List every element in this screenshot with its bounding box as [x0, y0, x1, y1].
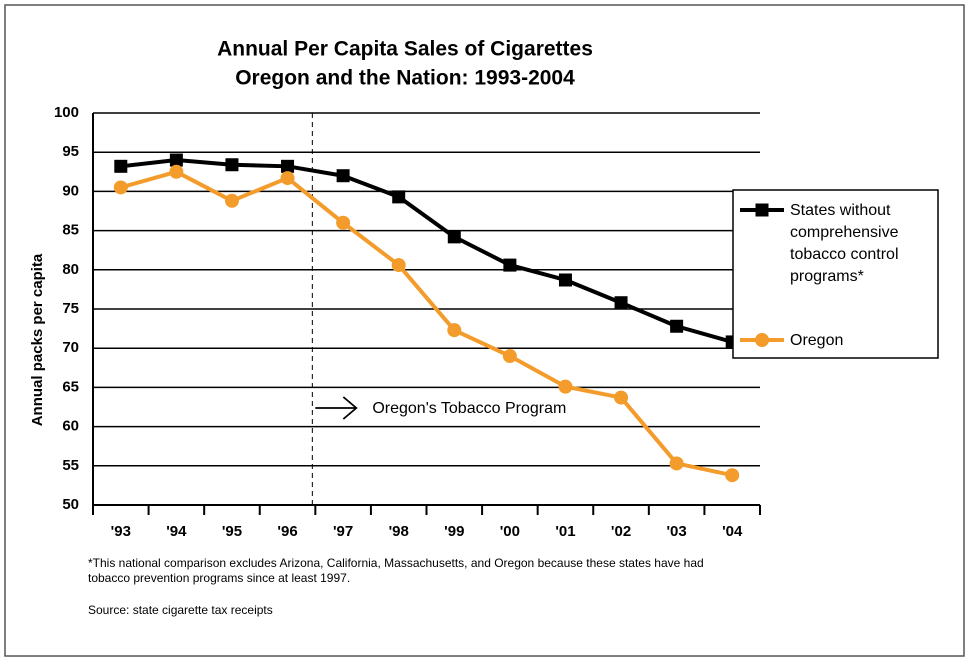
x-tick-label: '04: [722, 523, 743, 540]
y-tick-label: 55: [62, 457, 79, 474]
point: [725, 468, 740, 483]
point: [392, 190, 406, 204]
point: [169, 153, 183, 167]
y-axis-label: Annual packs per capita: [29, 253, 46, 426]
y-tick-label: 60: [62, 418, 79, 435]
source-box: Source: state cigarette tax receipts: [88, 603, 273, 617]
footnote: *This national comparison excludes Arizo…: [88, 556, 704, 585]
chart-title: Annual Per Capita Sales of Cigarettes: [217, 38, 593, 61]
point: [336, 169, 350, 183]
point: [113, 180, 128, 195]
series-line: [120, 158, 733, 344]
legend-box: [732, 189, 939, 359]
point: [225, 158, 239, 172]
point: [558, 379, 573, 394]
x-tick-label: '97: [333, 523, 353, 540]
legend-label: States without comprehensive tobacco con…: [790, 202, 899, 285]
x-tick-label: '96: [277, 523, 297, 540]
chart-subtitle: Oregon and the Nation: 1993-2004: [235, 67, 575, 90]
y-tick-label: 80: [62, 261, 79, 278]
point: [614, 296, 628, 310]
footnote-box: *This national comparison excludes Arizo…: [88, 556, 704, 585]
y-tick-label: 50: [62, 496, 79, 513]
legend-entry-box: Oregon: [790, 332, 844, 349]
annotation: Oregon's Tobacco Program: [372, 400, 566, 417]
x-tick-label: '01: [555, 523, 575, 540]
point: [169, 164, 184, 179]
y-tick-label: 90: [62, 182, 79, 199]
y-tick-label: 100: [54, 104, 79, 121]
point: [447, 323, 462, 338]
x-tick-label: '00: [500, 523, 520, 540]
x-tick-label: '02: [611, 523, 631, 540]
legend-marker: [755, 333, 769, 347]
annotation-arrow: [315, 396, 358, 420]
point: [336, 215, 351, 230]
point: [281, 159, 295, 173]
point: [114, 159, 128, 173]
point: [502, 349, 517, 364]
x-tick-label: '94: [166, 523, 187, 540]
series-line: [120, 169, 733, 478]
y-tick-label: 85: [62, 222, 79, 239]
point: [558, 273, 572, 287]
legend-label: Oregon: [790, 332, 844, 349]
point: [614, 390, 629, 405]
point: [447, 230, 461, 244]
x-tick-label: '99: [444, 523, 464, 540]
point: [224, 193, 239, 208]
point: [503, 258, 517, 272]
legend: States without comprehensive tobacco con…: [732, 189, 939, 359]
y-tick-label: 65: [62, 378, 79, 395]
x-tick-label: '93: [111, 523, 131, 540]
y-tick-label: 70: [62, 339, 79, 356]
x-tick-label: '03: [666, 523, 686, 540]
x-tick-label: '95: [222, 523, 242, 540]
point: [670, 319, 684, 333]
point: [669, 456, 684, 471]
legend-marker: [755, 203, 769, 217]
x-tick-label: '98: [389, 523, 409, 540]
y-tick-label: 75: [62, 300, 79, 317]
source: Source: state cigarette tax receipts: [88, 603, 273, 617]
point: [391, 258, 406, 273]
y-tick-label: 95: [62, 143, 79, 160]
point: [280, 171, 295, 186]
legend-entry-box: States without comprehensive tobacco con…: [790, 202, 899, 285]
